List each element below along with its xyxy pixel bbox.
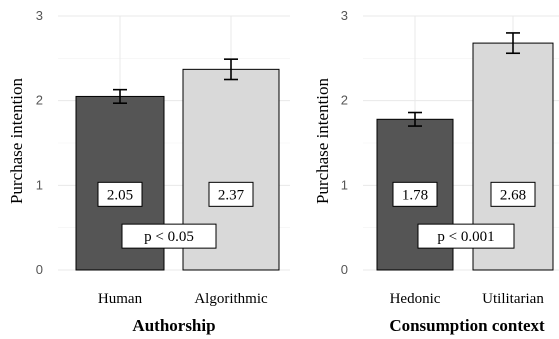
x-axis-title: Authorship <box>132 316 215 335</box>
annotation-box <box>121 223 217 249</box>
x-tick-label: Human <box>98 291 143 307</box>
x-tick-label: Utilitarian <box>482 291 544 307</box>
x-axis-title: Consumption context <box>389 316 545 335</box>
significance-annotation: p < 0.05 <box>121 223 217 249</box>
significance-annotation: p < 0.001 <box>417 223 515 249</box>
data-label-text: 2.37 <box>218 187 245 203</box>
error-bar <box>506 32 520 55</box>
x-tick-label: Algorithmic <box>194 291 268 307</box>
data-label-text: 2.68 <box>500 187 526 203</box>
error-bar <box>113 88 127 105</box>
data-label-text: 2.05 <box>107 187 133 203</box>
chart-panel-1: 0 1 2 3 Purchase intention 2.05 Human 2.37 Algor… <box>7 8 290 335</box>
data-label: 2.68 <box>490 181 536 207</box>
annotation-box <box>417 223 515 249</box>
y-tick-label: 0 <box>341 262 348 277</box>
annotation-text: p < 0.05 <box>144 229 194 245</box>
y-tick-label: 2 <box>341 93 348 108</box>
data-label: 1.78 <box>392 181 438 207</box>
chart-panel-2: 0 1 2 3 Purchase intention 1.78 Hedonic 2.68 Uti… <box>313 8 559 335</box>
data-label-text: 1.78 <box>402 187 428 203</box>
data-label-box <box>490 181 536 207</box>
data-label-box <box>97 181 143 207</box>
data-label-box <box>208 181 254 207</box>
data-label: 2.05 <box>97 181 143 207</box>
y-tick-label: 3 <box>36 8 43 23</box>
data-label: 2.37 <box>208 181 254 207</box>
data-label-box <box>392 181 438 207</box>
y-axis-title: Purchase intention <box>313 77 332 204</box>
y-tick-label: 1 <box>36 177 43 192</box>
x-tick-label: Hedonic <box>390 291 441 307</box>
y-tick-label: 2 <box>36 93 43 108</box>
y-tick-label: 0 <box>36 262 43 277</box>
y-tick-label: 1 <box>341 177 348 192</box>
annotation-text: p < 0.001 <box>437 229 494 245</box>
y-tick-label: 3 <box>341 8 348 23</box>
error-bar <box>408 111 422 127</box>
y-axis-title: Purchase intention <box>7 77 26 204</box>
error-bar <box>224 58 238 81</box>
